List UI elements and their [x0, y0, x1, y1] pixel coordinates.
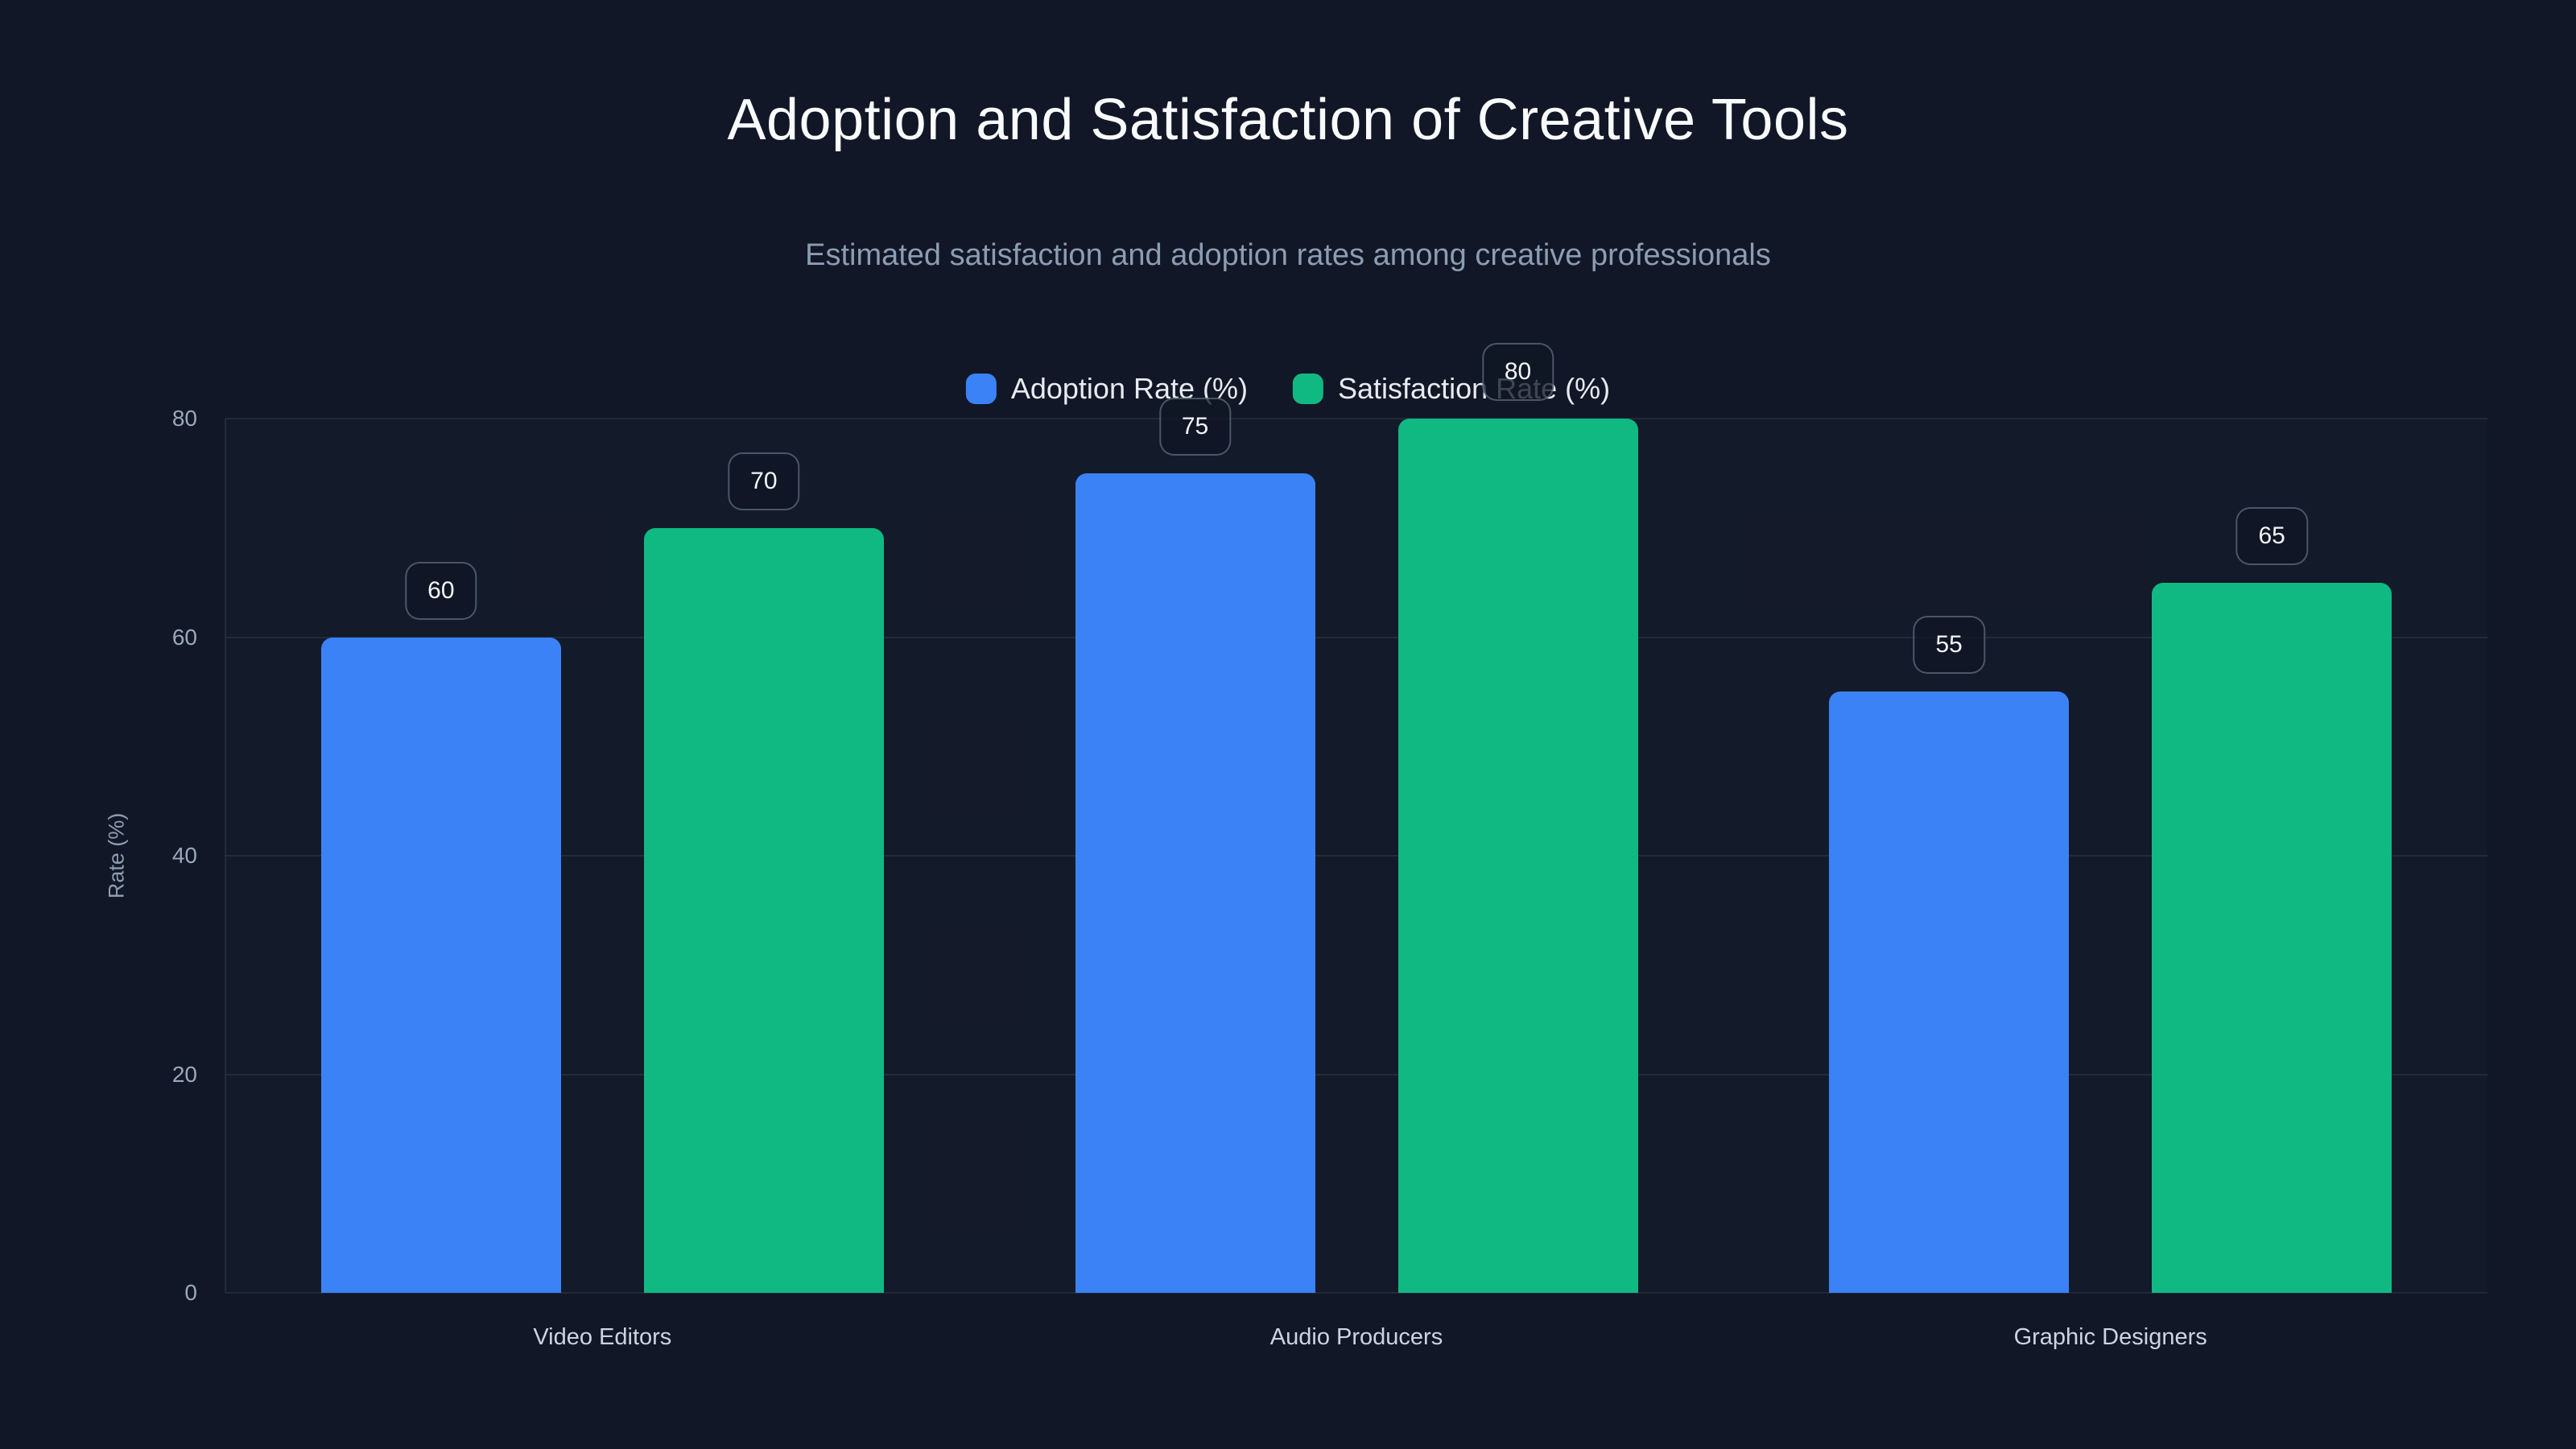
y-tick-20: 20 [171, 1061, 197, 1087]
y-tick-0: 0 [184, 1280, 197, 1305]
legend-label: Satisfaction Rate (%) [1338, 372, 1611, 405]
legend: Adoption Rate (%) Satisfaction Rate (%) [965, 372, 1610, 406]
y-axis-line [225, 419, 226, 1293]
chart-title: Adoption and Satisfaction of Creative To… [727, 88, 1849, 152]
y-tick-60: 60 [171, 624, 197, 650]
bar-audio-producers-adoption-rate [1075, 473, 1315, 1293]
legend-swatch-satisfaction-rate [1293, 374, 1324, 404]
gridline-y-40 [225, 855, 2487, 857]
gridline-y-0 [225, 1292, 2487, 1294]
legend-item-satisfaction-rate[interactable]: Satisfaction Rate (%) [1293, 372, 1610, 406]
x-category-graphic-designers: Graphic Designers [2013, 1324, 2207, 1350]
gridline-y-80 [225, 418, 2487, 419]
legend-swatch-adoption-rate [965, 374, 997, 404]
value-label-audio-producers-adoption-rate: 75 [1158, 397, 1232, 456]
bar-graphic-designers-adoption-rate [1829, 691, 2070, 1293]
bar-video-editors-satisfaction-rate [643, 527, 884, 1293]
y-tick-80: 80 [171, 406, 197, 431]
bar-video-editors-adoption-rate [320, 637, 561, 1293]
gridline-y-60 [225, 636, 2487, 638]
bar-graphic-designers-satisfaction-rate [2152, 582, 2392, 1293]
value-label-graphic-designers-adoption-rate: 55 [1913, 616, 1985, 675]
bar-audio-producers-satisfaction-rate [1397, 419, 1638, 1293]
x-category-video-editors: Video Editors [533, 1324, 672, 1350]
chart-subtitle: Estimated satisfaction and adoption rate… [805, 238, 1771, 272]
value-label-audio-producers-satisfaction-rate: 80 [1481, 343, 1554, 401]
y-tick-40: 40 [171, 843, 197, 868]
value-label-video-editors-adoption-rate: 60 [405, 561, 477, 620]
value-label-video-editors-satisfaction-rate: 70 [728, 452, 800, 510]
x-category-audio-producers: Audio Producers [1269, 1324, 1443, 1350]
gridline-y-20 [225, 1073, 2487, 1075]
value-label-graphic-designers-satisfaction-rate: 65 [2235, 506, 2308, 565]
